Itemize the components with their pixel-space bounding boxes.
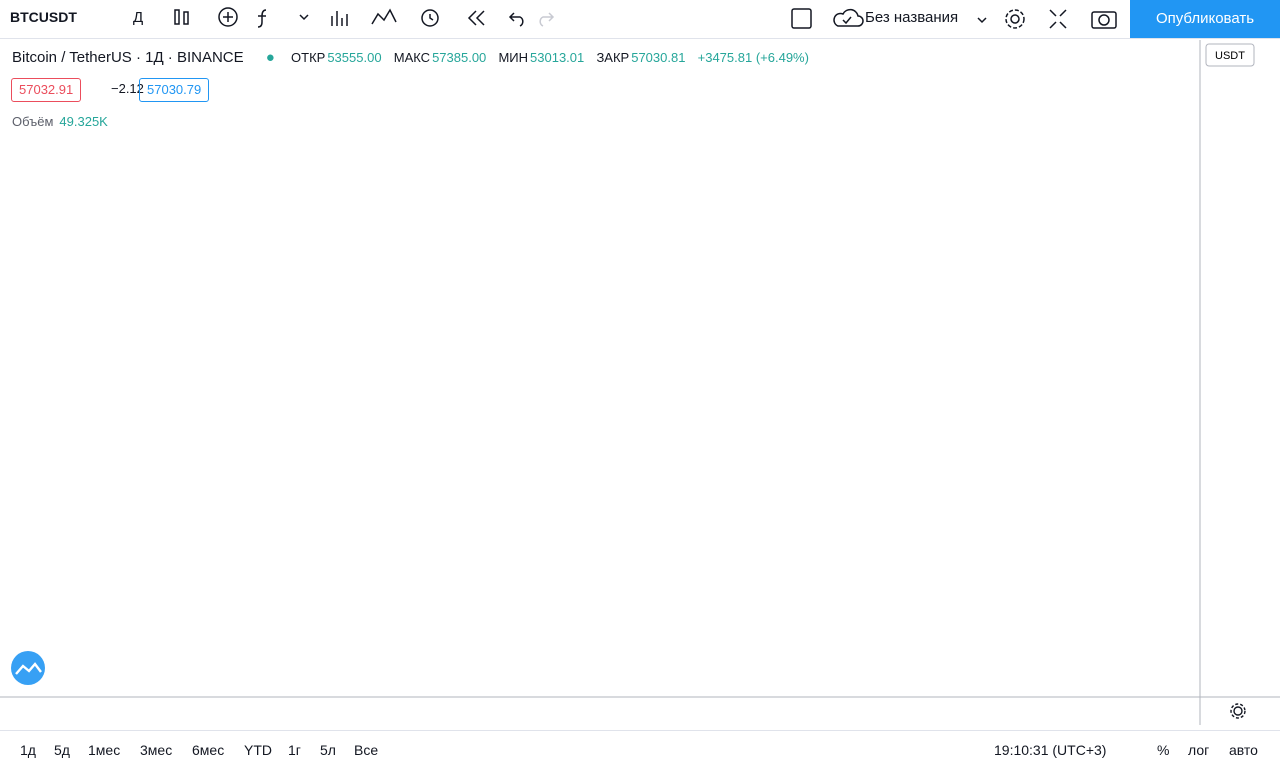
settings-icon[interactable] bbox=[1230, 703, 1246, 719]
chart: USDT bbox=[0, 40, 1280, 725]
bid-price[interactable]: 57032.91 bbox=[11, 78, 82, 102]
range-button[interactable]: 1г bbox=[288, 742, 301, 758]
bottom-bar: 1д 5д 1мес 3мес 6мес YTD 1г 5л Все 19:10:31 (UTC+… bbox=[0, 730, 1280, 767]
spread: −2.12 bbox=[111, 81, 144, 96]
interval[interactable]: Д bbox=[133, 9, 144, 26]
range-button[interactable]: 3мес bbox=[140, 742, 173, 758]
volume-legend: Объём 49.325K bbox=[12, 114, 108, 129]
high-label: МАКС bbox=[393, 50, 431, 65]
range-button[interactable]: 6мес bbox=[192, 742, 225, 758]
change-value: +3475.81 (+6.49%) bbox=[697, 50, 809, 65]
clock: 19:10:31 (UTC+3) bbox=[994, 742, 1107, 758]
low-label: МИН bbox=[498, 50, 529, 65]
high-value: 57385.00 bbox=[432, 50, 487, 65]
open-label: ОТКР bbox=[291, 50, 326, 65]
open-value: 53555.00 bbox=[327, 50, 382, 65]
range-button[interactable]: 1мес bbox=[88, 742, 121, 758]
range-button[interactable]: YTD bbox=[244, 742, 272, 758]
unit-box[interactable] bbox=[1205, 43, 1255, 67]
logo[interactable] bbox=[11, 651, 45, 685]
toolbar: BTCUSDT Д Без названия Опубликовать bbox=[0, 0, 1280, 39]
layout-name[interactable]: Без названия bbox=[865, 9, 959, 26]
scale-option[interactable]: лог bbox=[1188, 742, 1210, 758]
volume-value: 49.325K bbox=[59, 114, 108, 129]
range-button[interactable]: 1д bbox=[20, 742, 36, 758]
range-button[interactable]: Все bbox=[354, 742, 379, 758]
range-button[interactable]: 5д bbox=[54, 742, 70, 758]
close-label: ЗАКР bbox=[596, 50, 630, 65]
scale-option[interactable]: авто bbox=[1229, 742, 1258, 758]
symbol[interactable]: BTCUSDT bbox=[10, 9, 77, 25]
unit-label: USDT bbox=[1215, 50, 1245, 62]
publish-button[interactable]: Опубликовать bbox=[1130, 0, 1280, 38]
toolbar-icons bbox=[174, 7, 555, 28]
close-value: 57030.81 bbox=[631, 50, 686, 65]
toolbar-right-icons bbox=[791, 8, 1117, 29]
range-button[interactable]: 5л bbox=[320, 742, 336, 758]
legend: Bitcoin / TetherUS · 1Д · BINANCE ● ОТКР… bbox=[12, 49, 809, 66]
low-value: 53013.01 bbox=[530, 50, 585, 65]
scale-option[interactable]: % bbox=[1157, 742, 1170, 758]
ask-price[interactable]: 57030.79 bbox=[139, 78, 210, 102]
volume-label: Объём bbox=[12, 114, 54, 129]
series-title: Bitcoin / TetherUS · 1Д · BINANCE bbox=[12, 49, 244, 66]
